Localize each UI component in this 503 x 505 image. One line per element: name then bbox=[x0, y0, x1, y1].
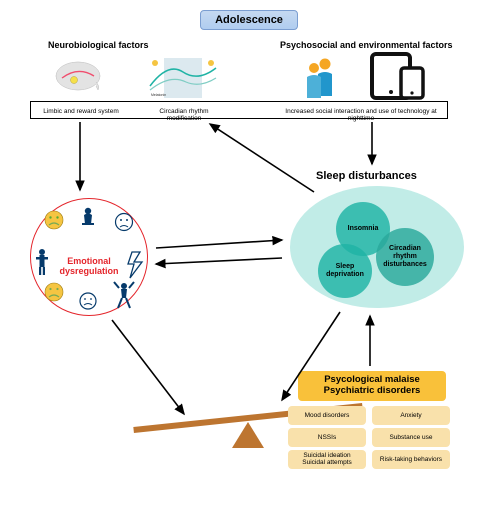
pm-grid: Mood disorders Anxiety NSSIs Substance u… bbox=[288, 406, 458, 469]
pm-box-5: Risk-taking behaviors bbox=[372, 450, 450, 469]
pm-box-1-text: Anxiety bbox=[400, 412, 421, 419]
pm-header-line2: Psychiatric disorders bbox=[324, 385, 421, 396]
pm-box-0-text: Mood disorders bbox=[305, 412, 350, 419]
pm-header: Psycological malaise Psychiatric disorde… bbox=[298, 371, 446, 401]
pm-box-4-text: Suicidal ideation Suicidal attempts bbox=[302, 453, 352, 467]
pm-box-2: NSSIs bbox=[288, 428, 366, 447]
pm-box-3: Substance use bbox=[372, 428, 450, 447]
pm-box-2-text: NSSIs bbox=[318, 434, 336, 441]
pm-box-0: Mood disorders bbox=[288, 406, 366, 425]
pm-header-line1: Psycological malaise bbox=[324, 374, 420, 385]
pm-box-4: Suicidal ideation Suicidal attempts bbox=[288, 450, 366, 469]
pm-box-1: Anxiety bbox=[372, 406, 450, 425]
pm-box-5-text: Risk-taking behaviors bbox=[380, 456, 442, 463]
pm-box-3-text: Substance use bbox=[389, 434, 432, 441]
